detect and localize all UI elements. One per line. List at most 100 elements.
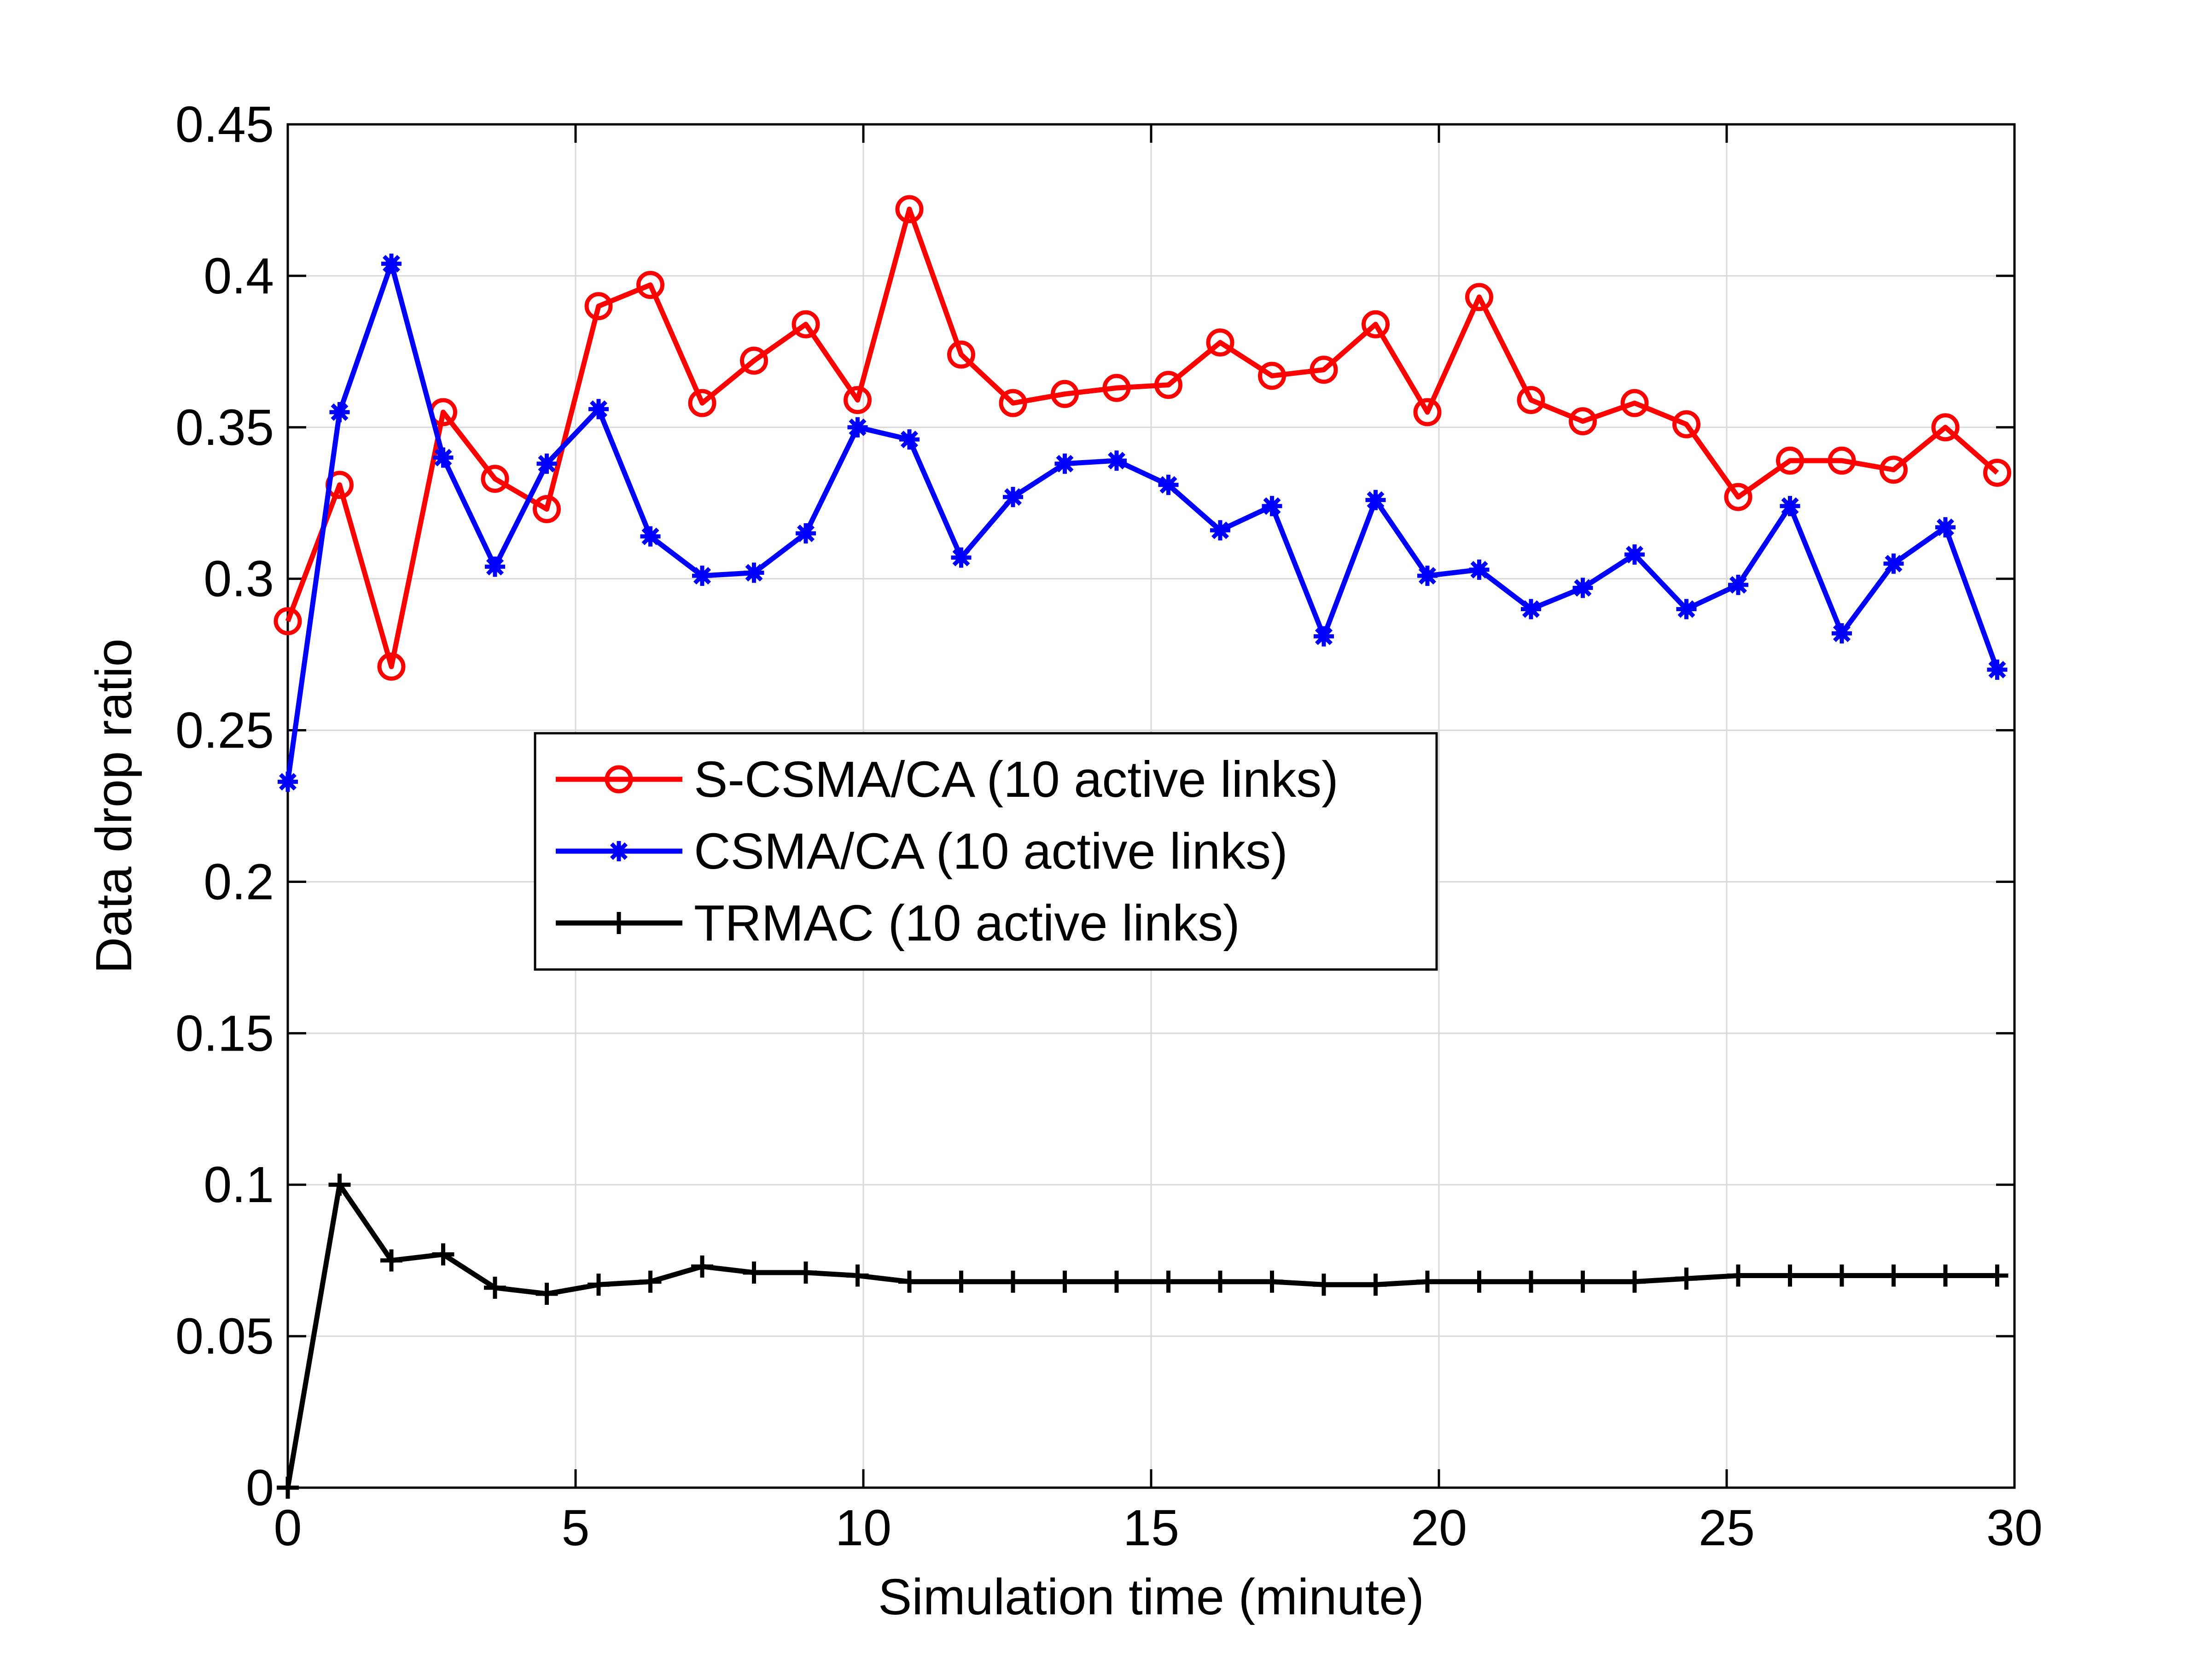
- series-line: [285, 261, 2000, 783]
- legend-entry-1: S-CSMA/CA (10 active links): [556, 751, 1339, 808]
- data-point-plus: [1416, 1270, 1438, 1293]
- data-point-plus: [1986, 1264, 2008, 1287]
- data-point-circle: [1880, 456, 1908, 484]
- data-point-circle: [1724, 483, 1752, 511]
- data-point-circle: [1828, 446, 1856, 475]
- legend-label: TRMAC (10 active links): [694, 895, 1240, 952]
- data-point-plus: [328, 1174, 351, 1196]
- y-tick-label: 0: [246, 1460, 274, 1516]
- data-point-plus: [1675, 1268, 1698, 1290]
- data-point-dot: [1784, 500, 1796, 512]
- y-tick-label: 0.25: [175, 702, 274, 759]
- data-point-dot: [1111, 455, 1123, 467]
- y-tick-label: 0.1: [204, 1157, 274, 1213]
- data-point-dot: [541, 457, 553, 470]
- data-point-plus: [743, 1261, 765, 1284]
- data-point-plus: [1572, 1270, 1594, 1293]
- data-point-plus: [1313, 1273, 1335, 1296]
- y-axis-label: Data drop ratio: [86, 638, 142, 974]
- data-point-circle: [895, 195, 924, 223]
- data-point-plus: [1364, 1273, 1387, 1296]
- data-point-circle: [1051, 380, 1079, 408]
- data-point-circle: [1258, 362, 1286, 390]
- data-point-plus: [1882, 1264, 1905, 1287]
- x-tick-label: 25: [1699, 1500, 1755, 1556]
- data-point-plus: [1261, 1270, 1283, 1293]
- data-point-plus: [639, 1270, 662, 1293]
- data-point-plus: [277, 1477, 299, 1499]
- data-point-plus: [1779, 1264, 1801, 1287]
- data-point-dot: [1473, 563, 1485, 576]
- data-point-circle: [377, 652, 406, 681]
- data-point-dot: [437, 451, 449, 464]
- data-point-plus: [484, 1276, 506, 1299]
- data-point-dot: [385, 257, 397, 270]
- data-point-circle: [1362, 310, 1390, 339]
- data-point-circle: [1931, 413, 1960, 442]
- data-point-dot: [851, 421, 864, 433]
- legend-box: [534, 732, 1438, 971]
- data-point-circle: [1154, 371, 1182, 399]
- data-point-dot: [1629, 549, 1641, 561]
- x-tick-label: 0: [274, 1500, 302, 1556]
- legend-label: CSMA/CA (10 active links): [694, 823, 1288, 880]
- axis-ticks: 0 5 10 15 20 25 30 0 0.05 0.1 0.15 0.2 0.25 0.3 0.35 0.…: [175, 96, 2043, 1556]
- data-point-circle: [584, 292, 613, 321]
- data-point-plus: [1468, 1270, 1490, 1293]
- data-point-dot: [1525, 603, 1537, 615]
- data-point-dot: [1266, 500, 1278, 512]
- data-point-dot: [282, 776, 294, 788]
- data-point-circle: [1102, 374, 1131, 402]
- data-point-circle: [740, 346, 768, 375]
- series-line: [285, 1182, 1997, 1488]
- data-point-dot: [1836, 627, 1848, 640]
- series-1: [274, 195, 2011, 681]
- y-tick-label: 0.45: [175, 96, 274, 153]
- data-point-dot: [489, 561, 501, 573]
- legend-label: S-CSMA/CA (10 active links): [694, 751, 1339, 808]
- data-point-dot: [1680, 603, 1693, 615]
- data-point-circle: [1983, 458, 2011, 487]
- data-point-plus: [691, 1255, 713, 1278]
- data-point-plus: [588, 1273, 610, 1296]
- series-line: [285, 206, 1999, 669]
- data-point-circle: [1672, 410, 1700, 438]
- data-point-dot: [1577, 582, 1589, 594]
- series-3: [277, 1174, 2008, 1499]
- data-point-circle: [1413, 398, 1442, 426]
- data-point-dot: [1369, 494, 1382, 506]
- y-tick-label: 0.15: [175, 1005, 274, 1062]
- data-point-plus: [1157, 1270, 1180, 1293]
- x-tick-label: 10: [835, 1500, 891, 1556]
- data-point-circle: [1465, 283, 1493, 311]
- y-tick-label: 0.35: [175, 399, 274, 456]
- data-point-dot: [1732, 578, 1744, 591]
- y-tick-label: 0.05: [175, 1308, 274, 1365]
- data-point-dot: [1887, 557, 1900, 570]
- data-point-plus: [950, 1270, 972, 1293]
- data-point-plus: [1727, 1264, 1749, 1287]
- data-point-dot: [644, 530, 657, 543]
- data-point-circle: [1569, 407, 1597, 436]
- data-point-plus: [1831, 1264, 1853, 1287]
- y-tick-label: 0.2: [204, 853, 274, 910]
- data-point-circle: [274, 607, 302, 636]
- data-point-circle: [481, 465, 509, 493]
- data-point-plus: [1934, 1264, 1956, 1287]
- data-point-plus: [898, 1270, 920, 1293]
- data-point-circle: [533, 495, 561, 523]
- data-point-dot: [1007, 491, 1019, 503]
- data-point-circle: [844, 386, 872, 415]
- data-point-dot: [1162, 479, 1175, 491]
- data-point-circle: [1206, 328, 1234, 357]
- data-point-plus: [1520, 1270, 1542, 1293]
- data-point-circle: [1620, 389, 1649, 417]
- x-tick-label: 20: [1411, 1500, 1467, 1556]
- legend: S-CSMA/CA (10 active links) CSMA/CA (10 a…: [534, 732, 1438, 971]
- x-tick-label: 30: [1986, 1500, 2043, 1556]
- data-point-dot: [1939, 521, 1951, 533]
- data-point-plus: [432, 1243, 454, 1266]
- data-point-dot: [800, 527, 812, 539]
- data-point-plus: [1209, 1270, 1231, 1293]
